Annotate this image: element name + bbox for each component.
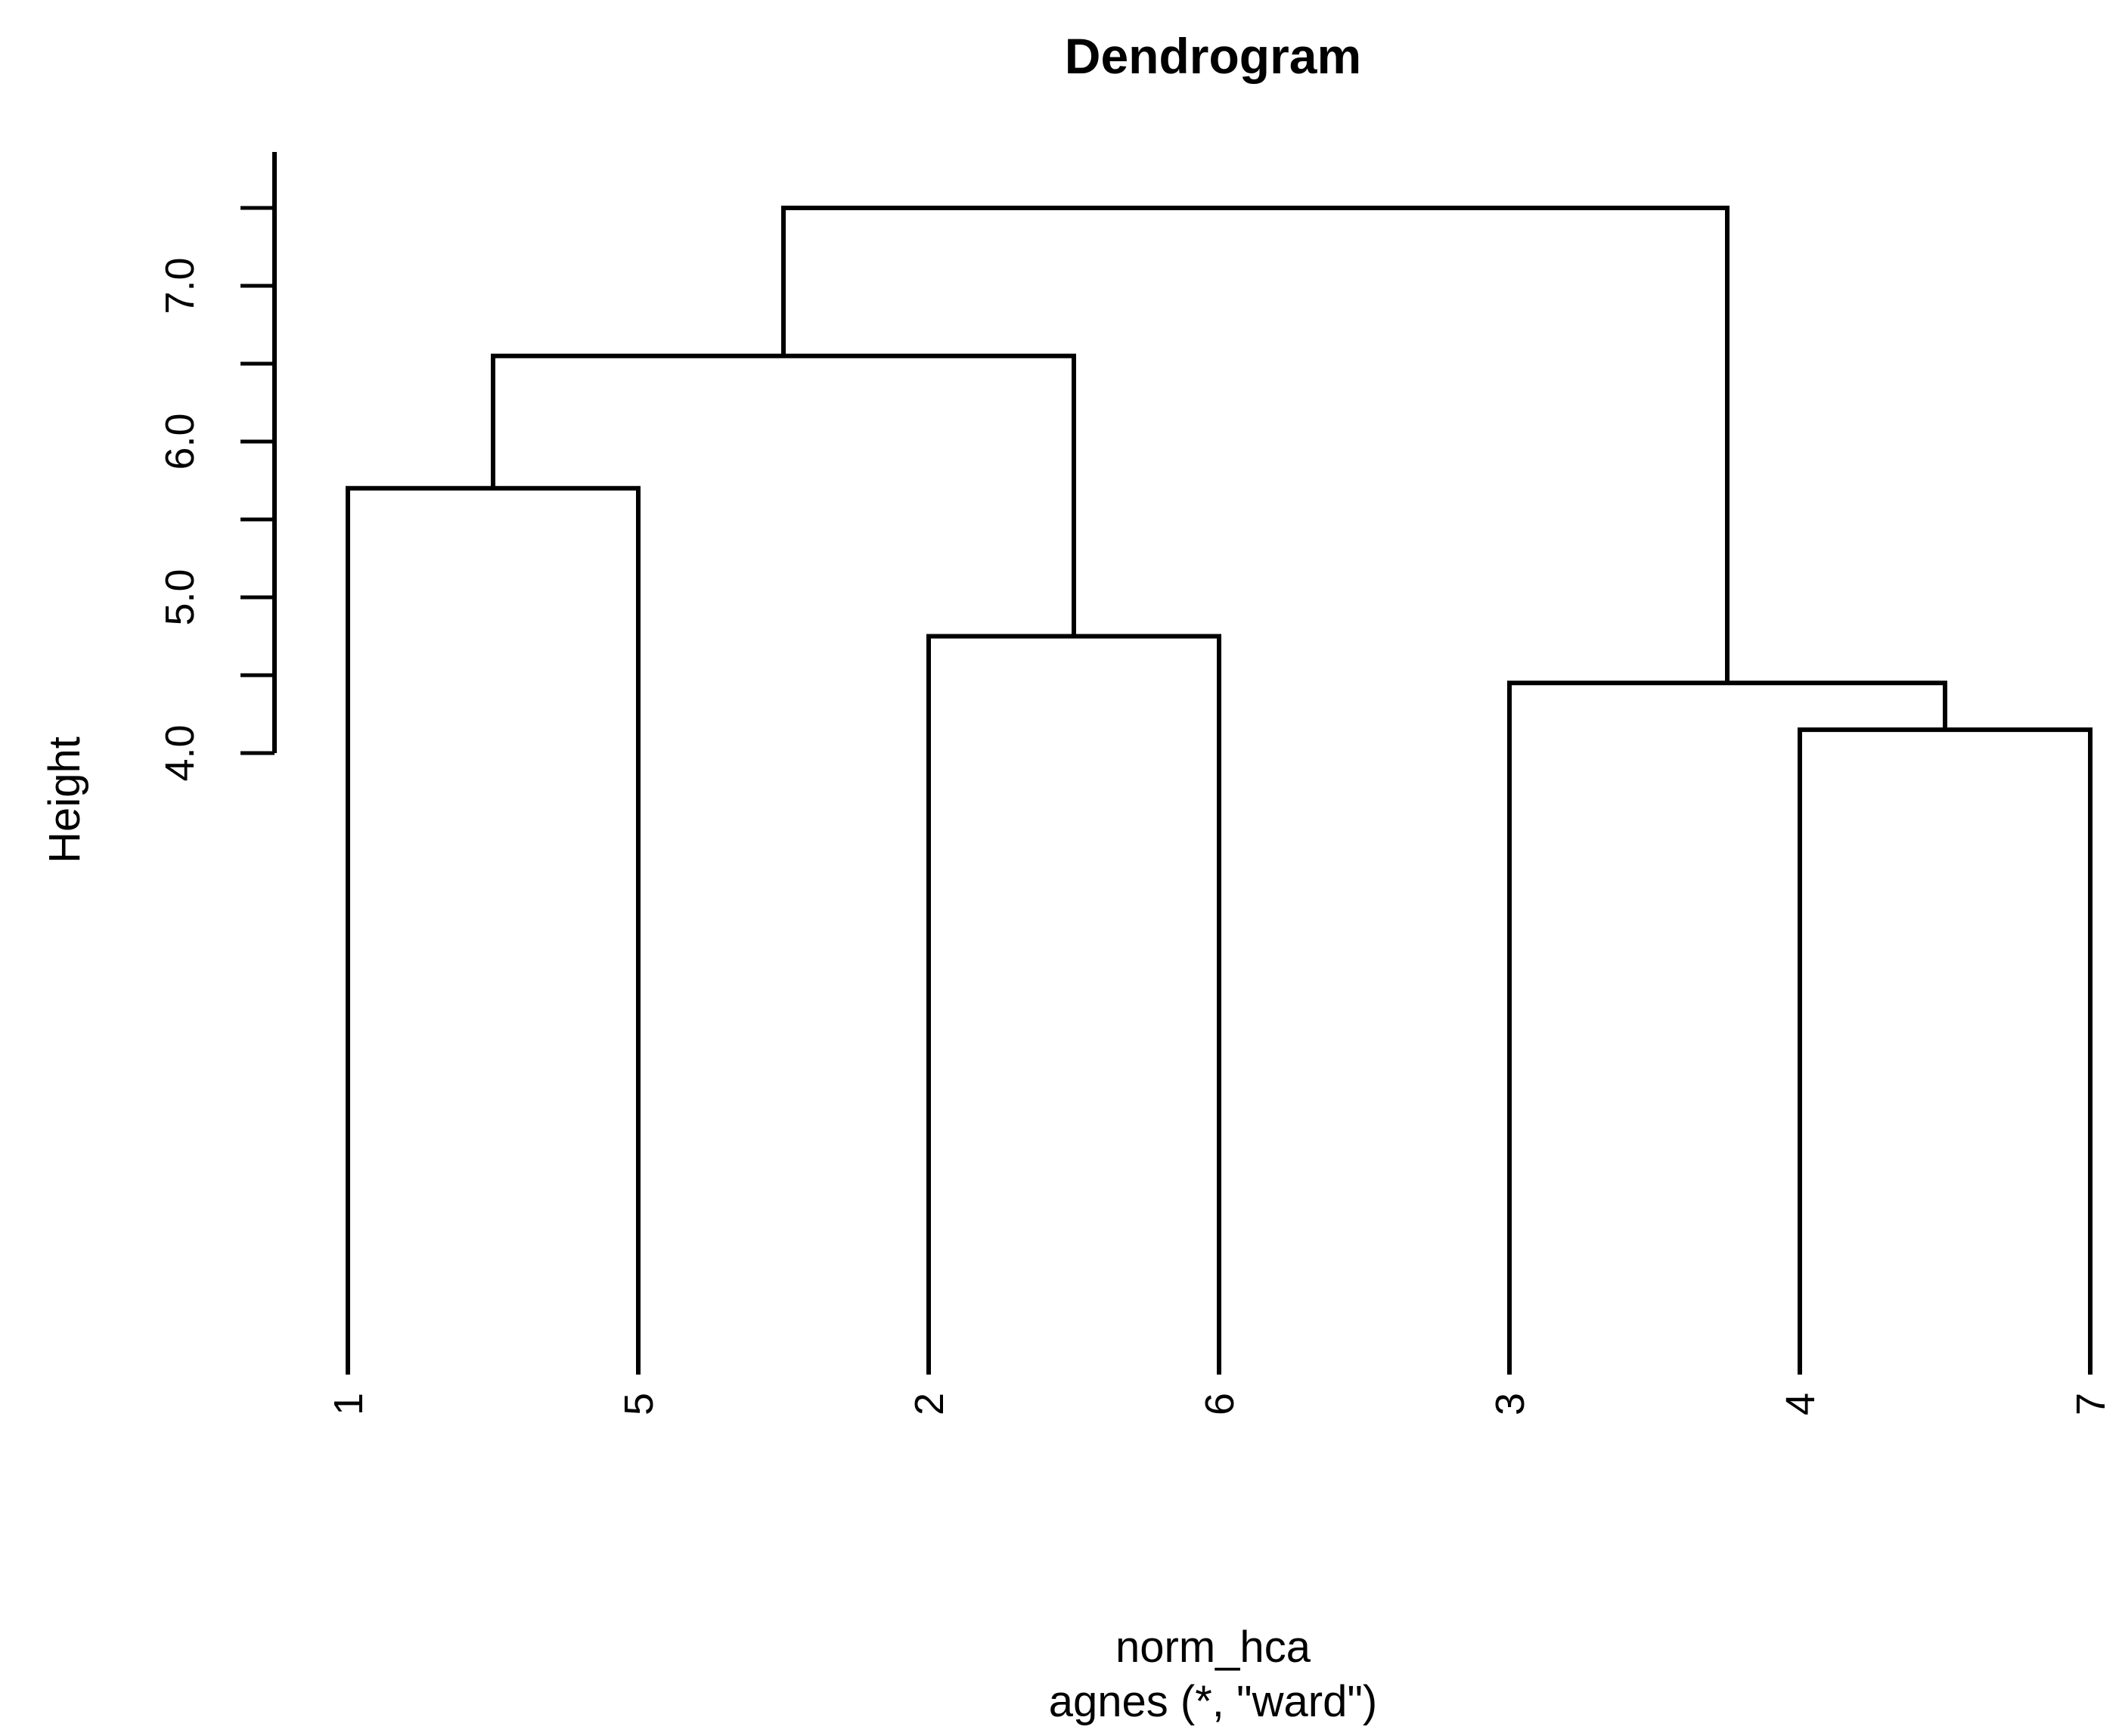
leaf-label: 5 — [616, 1393, 662, 1415]
x-caption-line2: agnes (*, "ward") — [1049, 1677, 1377, 1726]
y-axis-tick-label: 4.0 — [157, 724, 203, 781]
leaf-labels: 1 5 2 6 3 4 7 — [326, 1393, 2114, 1415]
leaf-label: 7 — [2068, 1393, 2114, 1415]
leaf-label: 3 — [1488, 1393, 1533, 1415]
leaf-label: 1 — [326, 1393, 371, 1415]
dendrogram-merge — [781, 206, 1730, 684]
leaf-label: 2 — [907, 1393, 952, 1415]
y-axis-tick-label: 5.0 — [157, 569, 203, 625]
y-axis-title: Height — [40, 736, 89, 863]
dendrogram-merge — [1798, 727, 2093, 1375]
leaf-label: 4 — [1778, 1393, 1823, 1415]
y-axis-tick-label: 7.0 — [157, 257, 203, 314]
leaf-label: 6 — [1197, 1393, 1242, 1415]
x-caption-line1: norm_hca — [1115, 1623, 1311, 1672]
chart-title: Dendrogram — [1065, 28, 1361, 84]
dendrogram-merge — [491, 353, 1076, 637]
dendrogram-merge — [346, 485, 641, 1375]
y-axis-tick-label: 6.0 — [157, 413, 203, 470]
dendrogram-merge — [1507, 680, 1947, 1375]
dendrogram-branches — [346, 206, 2093, 1375]
dendrogram-merge — [926, 634, 1221, 1375]
y-axis-tick-labels: 4.0 5.0 6.0 7.0 — [157, 257, 203, 781]
y-axis — [240, 152, 277, 755]
